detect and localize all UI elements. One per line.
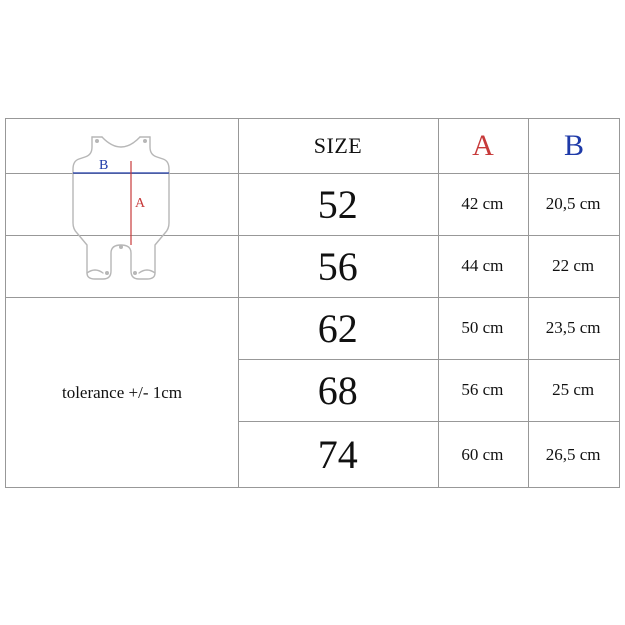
garment-icon: B A xyxy=(37,123,207,293)
column-header-b: B xyxy=(528,119,620,173)
tolerance-note: tolerance +/- 1cm xyxy=(6,297,238,488)
canvas: SIZE A B 52 42 cm 20,5 cm 56 44 cm 22 cm… xyxy=(0,0,625,625)
column-header-size: SIZE xyxy=(238,119,438,173)
cell-b: 22 cm xyxy=(527,235,619,297)
garment-diagram: B A xyxy=(6,119,238,297)
cell-a: 60 cm xyxy=(437,421,527,488)
table-row: 56 44 cm 22 cm xyxy=(238,235,619,297)
cell-size: 52 xyxy=(238,173,437,235)
cell-size: 56 xyxy=(238,235,437,297)
cell-b: 20,5 cm xyxy=(527,173,619,235)
table-row: 74 60 cm 26,5 cm xyxy=(238,421,619,488)
column-header-a: A xyxy=(438,119,528,173)
cell-b: 25 cm xyxy=(527,359,619,421)
cell-size: 62 xyxy=(238,297,437,359)
size-chart: SIZE A B 52 42 cm 20,5 cm 56 44 cm 22 cm… xyxy=(5,118,620,488)
cell-a: 44 cm xyxy=(437,235,527,297)
cell-b: 26,5 cm xyxy=(527,421,619,488)
cell-size: 74 xyxy=(238,421,437,488)
table-row: 62 50 cm 23,5 cm xyxy=(238,297,619,359)
table-row: 52 42 cm 20,5 cm xyxy=(238,173,619,235)
indicator-a-label: A xyxy=(135,196,146,211)
cell-a: 50 cm xyxy=(437,297,527,359)
cell-b: 23,5 cm xyxy=(527,297,619,359)
cell-a: 56 cm xyxy=(437,359,527,421)
table-row: 68 56 cm 25 cm xyxy=(238,359,619,421)
cell-a: 42 cm xyxy=(437,173,527,235)
cell-size: 68 xyxy=(238,359,437,421)
indicator-b-label: B xyxy=(99,158,108,173)
